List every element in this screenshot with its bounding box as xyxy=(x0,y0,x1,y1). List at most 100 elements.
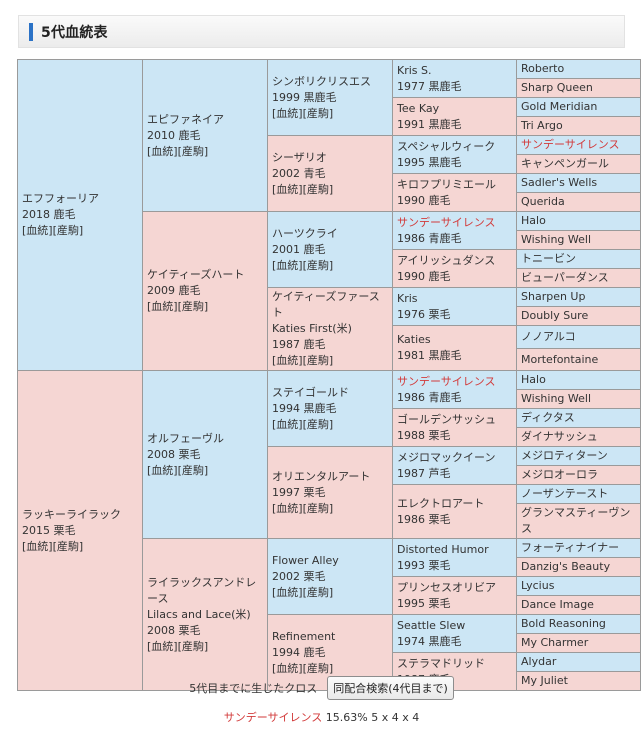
progeny-link[interactable]: [産駒] xyxy=(302,354,334,367)
horse-name-link[interactable]: My Charmer xyxy=(521,636,589,649)
horse-name-link[interactable]: アイリッシュダンス xyxy=(397,253,496,267)
horse-name-link[interactable]: サンデーサイレンス xyxy=(397,215,496,229)
horse-name-link[interactable]: Kris S. xyxy=(397,63,432,77)
horse-name-link[interactable]: ゴールデンサッシュ xyxy=(397,412,496,426)
horse-name-link[interactable]: Halo xyxy=(521,214,546,227)
horse-name-link[interactable]: シンボリクリスエス xyxy=(272,74,371,88)
horse-name-link[interactable]: Tri Argo xyxy=(521,119,563,132)
pedigree-link[interactable]: [血統] xyxy=(22,539,53,553)
horse-name-link[interactable]: Lycius xyxy=(521,579,555,592)
horse-name-link[interactable]: Mortefontaine xyxy=(521,352,599,366)
horse-birth-color: 1993 栗毛 xyxy=(397,558,451,572)
horse-name-link[interactable]: サンデーサイレンス xyxy=(397,374,496,388)
progeny-link[interactable]: [産駒] xyxy=(177,639,209,653)
pedigree-cell-gen5: Sadler's Wells xyxy=(516,173,641,193)
horse-name-link[interactable]: Sadler's Wells xyxy=(521,176,598,189)
horse-name-link[interactable]: Wishing Well xyxy=(521,392,592,405)
horse-name-link[interactable]: Flower Alley xyxy=(272,553,339,567)
horse-name-link[interactable]: Wishing Well xyxy=(521,233,592,246)
cross-detail: 15.63% 5 x 4 x 4 xyxy=(325,711,420,724)
progeny-link[interactable]: [産駒] xyxy=(302,501,334,515)
pedigree-link[interactable]: [血統] xyxy=(272,585,303,599)
same-breeding-search-button[interactable]: 同配合検索(4代目まで) xyxy=(327,676,454,700)
progeny-link[interactable]: [産駒] xyxy=(177,300,209,313)
pedigree-link[interactable]: [血統] xyxy=(272,258,303,272)
horse-name-link[interactable]: Bold Reasoning xyxy=(521,617,606,630)
horse-name-link[interactable]: トニービン xyxy=(521,252,576,265)
horse-name-link[interactable]: Dance Image xyxy=(521,598,594,611)
horse-name-link[interactable]: シーザリオ xyxy=(272,150,327,164)
pedigree-link[interactable]: [血統] xyxy=(147,300,178,313)
horse-name-link[interactable]: エピファネイア xyxy=(147,112,224,126)
horse-name-link[interactable]: Halo xyxy=(521,373,546,386)
horse-name-link[interactable]: メジロオーロラ xyxy=(521,468,598,481)
pedigree-link[interactable]: [血統] xyxy=(147,463,178,477)
cross-horse-link[interactable]: サンデーサイレンス xyxy=(223,711,323,724)
horse-name-link[interactable]: ステラマドリッド xyxy=(397,656,485,670)
progeny-link[interactable]: [産駒] xyxy=(52,224,84,237)
pedigree-link[interactable]: [血統] xyxy=(272,661,303,675)
horse-name-link[interactable]: Doubly Sure xyxy=(521,309,589,322)
pedigree-link[interactable]: [血統] xyxy=(272,182,303,196)
horse-birth-color: 1981 黒鹿毛 xyxy=(397,349,462,362)
progeny-link[interactable]: [産駒] xyxy=(302,258,334,272)
horse-name-link[interactable]: ステイゴールド xyxy=(272,385,349,399)
horse-name-link[interactable]: ケイティーズファースト xyxy=(272,290,380,319)
pedigree-link[interactable]: [血統] xyxy=(22,224,53,237)
pedigree-link[interactable]: [血統] xyxy=(147,639,178,653)
horse-name-link[interactable]: ビューパーダンス xyxy=(521,271,609,284)
progeny-link[interactable]: [産駒] xyxy=(177,144,209,158)
pedigree-link[interactable]: [血統] xyxy=(272,417,303,431)
horse-name-link[interactable]: ダイナサッシュ xyxy=(521,430,598,443)
progeny-link[interactable]: [産駒] xyxy=(302,182,334,196)
progeny-link[interactable]: [産駒] xyxy=(302,106,334,120)
horse-name-link[interactable]: ハーツクライ xyxy=(272,226,338,240)
horse-name-link[interactable]: キロフプリミエール xyxy=(397,177,496,191)
pedigree-cell-gen5: Lycius xyxy=(516,576,641,596)
horse-name-link[interactable]: ノノアルコ xyxy=(521,330,576,343)
horse-name-link[interactable]: ライラックスアンドレース xyxy=(147,575,257,605)
horse-name-link[interactable]: オルフェーヴル xyxy=(147,431,224,445)
horse-name-link[interactable]: Seattle Slew xyxy=(397,618,466,632)
horse-name-link[interactable]: Sharpen Up xyxy=(521,290,586,303)
horse-name-link[interactable]: Tee Kay xyxy=(397,101,440,115)
horse-name-link[interactable]: サンデーサイレンス xyxy=(521,138,620,151)
horse-name-link[interactable]: エレクトロアート xyxy=(397,496,485,510)
horse-birth-color: 1986 青鹿毛 xyxy=(397,231,462,245)
horse-name-link[interactable]: ノーザンテースト xyxy=(521,487,609,500)
horse-name-link[interactable]: Alydar xyxy=(521,655,557,668)
progeny-link[interactable]: [産駒] xyxy=(302,585,334,599)
pedigree-link[interactable]: [血統] xyxy=(272,501,303,515)
horse-name-link[interactable]: Gold Meridian xyxy=(521,100,598,113)
horse-name-link[interactable]: ケイティーズハート xyxy=(147,268,245,281)
cross-result: サンデーサイレンス 15.63% 5 x 4 x 4 xyxy=(0,709,643,725)
horse-name-link[interactable]: Roberto xyxy=(521,62,565,75)
horse-name-link[interactable]: ディクタス xyxy=(521,411,575,424)
horse-name-link[interactable]: キャンペンガール xyxy=(521,157,609,170)
pedigree-link[interactable]: [血統] xyxy=(272,354,303,367)
horse-name-link[interactable]: Katies xyxy=(397,333,431,346)
horse-name-link[interactable]: フォーティナイナー xyxy=(521,541,620,554)
horse-name-link[interactable]: メジロティターン xyxy=(521,449,608,462)
horse-name-link[interactable]: Distorted Humor xyxy=(397,542,489,556)
progeny-link[interactable]: [産駒] xyxy=(177,463,209,477)
progeny-link[interactable]: [産駒] xyxy=(52,539,84,553)
horse-name-link[interactable]: オリエンタルアート xyxy=(272,469,371,483)
horse-name-link[interactable]: My Juliet xyxy=(521,674,568,687)
progeny-link[interactable]: [産駒] xyxy=(302,417,334,431)
horse-name-link[interactable]: Refinement xyxy=(272,629,336,643)
horse-name-link[interactable]: Danzig's Beauty xyxy=(521,560,611,573)
progeny-link[interactable]: [産駒] xyxy=(302,661,334,675)
pedigree-link[interactable]: [血統] xyxy=(272,106,303,120)
horse-name-link[interactable]: Kris xyxy=(397,291,418,305)
horse-name-link[interactable]: プリンセスオリビア xyxy=(397,580,496,594)
horse-name-link[interactable]: Querida xyxy=(521,195,565,208)
horse-name-link[interactable]: メジロマックイーン xyxy=(397,450,496,464)
pedigree-link[interactable]: [血統] xyxy=(147,144,178,158)
pedigree-row: Katies 1981 黒鹿毛 ノノアルコ xyxy=(18,325,641,371)
horse-name-link[interactable]: ラッキーライラック xyxy=(22,507,121,521)
horse-name-link[interactable]: エフフォーリア xyxy=(22,192,99,205)
horse-name-link[interactable]: Sharp Queen xyxy=(521,81,593,94)
horse-name-link[interactable]: グランマスティーヴンス xyxy=(521,506,631,535)
horse-name-link[interactable]: スペシャルウィーク xyxy=(397,139,496,153)
